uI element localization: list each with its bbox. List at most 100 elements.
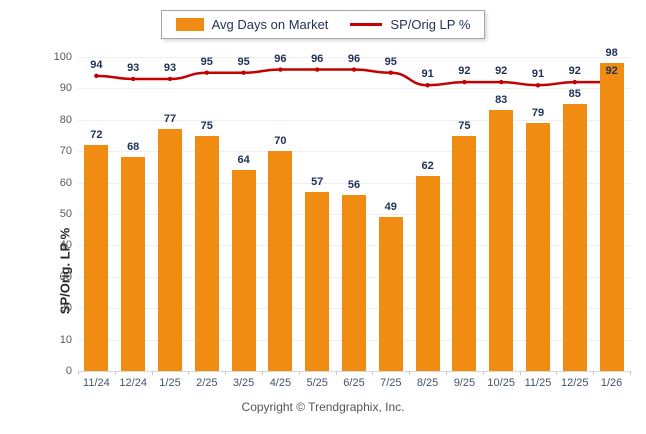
x-axis-tick-mark (78, 371, 79, 375)
y-axis-tick-label: 0 (65, 365, 72, 377)
line-value-label: 96 (274, 52, 287, 65)
x-axis-category-label: 12/24 (119, 377, 147, 389)
x-axis-tick-mark (482, 371, 484, 375)
bar-value-label: 75 (200, 119, 213, 132)
bar (452, 135, 477, 371)
x-axis-tick-mark (114, 371, 116, 375)
bar-value-label: 77 (163, 113, 177, 126)
bar (562, 104, 587, 371)
line-value-label: 92 (568, 65, 581, 78)
line-point (499, 79, 504, 85)
x-axis-tick-mark (630, 371, 631, 375)
line-value-label: 91 (531, 68, 545, 81)
line-value-label: 92 (605, 65, 618, 78)
gridline (78, 57, 630, 58)
x-axis-category-label: 6/25 (343, 377, 365, 389)
x-axis-category-label: 10/25 (487, 377, 515, 389)
line-point (462, 79, 467, 85)
chart-legend: Avg Days on Market SP/Orig LP % (160, 10, 486, 39)
x-axis-tick-mark (298, 371, 300, 375)
x-axis-tick-mark (556, 371, 558, 375)
y-axis-tick-label: 80 (59, 113, 72, 126)
bar (599, 63, 624, 371)
line-value-label: 92 (458, 65, 471, 78)
bar (231, 170, 256, 371)
bar (415, 176, 440, 371)
bar-value-label: 85 (568, 88, 581, 101)
line-point (278, 67, 283, 72)
gridline (78, 151, 630, 153)
x-axis-category-label: 1/25 (159, 377, 181, 389)
line-value-label: 95 (384, 55, 397, 68)
x-axis-category-label: 1/26 (600, 377, 623, 389)
bar-value-label: 79 (531, 106, 545, 119)
bar (489, 110, 514, 371)
line-point (94, 73, 99, 79)
x-axis-tick-mark (372, 371, 374, 375)
x-axis-category-label: 5/25 (306, 377, 328, 389)
y-axis-tick-label: 40 (59, 239, 72, 252)
line-point (204, 70, 209, 75)
line-value-label: 93 (127, 61, 140, 74)
line-value-label: 94 (90, 58, 103, 71)
y-axis-tick-label: 100 (53, 51, 72, 63)
bar (378, 217, 403, 371)
gridline (78, 88, 630, 90)
bar-value-label: 72 (90, 128, 103, 141)
line-value-label: 93 (163, 61, 177, 74)
line-value-label: 96 (311, 52, 324, 65)
x-axis-tick-mark (519, 371, 521, 375)
line-value-label: 91 (421, 68, 434, 81)
y-axis-tick-label: 10 (59, 333, 72, 346)
x-axis-tick-mark (446, 371, 447, 375)
x-axis-category-label: 4/25 (269, 377, 292, 389)
bar-value-label: 98 (605, 47, 618, 60)
y-axis-tick-label: 50 (59, 208, 72, 220)
x-axis-category-label: 11/24 (83, 377, 110, 389)
x-axis-category-label: 7/25 (380, 377, 402, 389)
line-point (572, 79, 577, 85)
bar (121, 157, 146, 371)
x-axis-tick-mark (409, 371, 411, 375)
x-axis-category-label: 8/25 (416, 377, 439, 389)
plot-area: SP/Orig. LP % 0 10 20 30 40 50 60 70 80 90 100 72 68… (54, 47, 631, 389)
gridline (78, 182, 630, 184)
bar-value-label: 62 (421, 160, 434, 173)
x-axis-tick-mark (188, 371, 190, 375)
bar (526, 122, 550, 371)
line-point (425, 83, 430, 88)
bar-series-swatch (175, 18, 204, 31)
line-point (315, 67, 320, 72)
line-point (131, 76, 136, 82)
x-axis-category-label: 12/25 (561, 377, 589, 389)
bar-value-label: 56 (347, 179, 361, 192)
line-point (241, 70, 246, 75)
bar (342, 195, 366, 371)
bar (268, 151, 293, 371)
line-point (535, 83, 541, 88)
line-value-label: 96 (347, 52, 361, 65)
gridline (78, 119, 630, 121)
y-axis-tick-label: 90 (59, 82, 72, 95)
x-axis-tick-mark (593, 371, 595, 375)
bar (194, 135, 219, 371)
bar-series-label: Avg Days on Market (211, 17, 329, 32)
x-axis-category-label: 3/25 (232, 377, 255, 389)
x-axis-category-label: 9/25 (453, 377, 476, 389)
line-point (351, 67, 357, 72)
bar-value-label: 57 (311, 176, 324, 189)
line-series-swatch (350, 23, 383, 26)
bar-value-label: 64 (237, 154, 250, 167)
x-axis-tick-mark (225, 371, 227, 375)
bar-value-label: 75 (458, 119, 471, 132)
bar-value-label: 68 (127, 141, 140, 154)
y-axis-tick-label: 20 (59, 302, 72, 315)
y-axis-tick-label: 70 (59, 145, 72, 158)
y-axis-tick-label: 60 (59, 176, 72, 189)
line-value-label: 92 (495, 65, 508, 78)
line-point (167, 76, 173, 82)
line-series-label: SP/Orig LP % (390, 17, 471, 32)
x-axis-tick-mark (262, 371, 263, 375)
copyright-text: Copyright © Trendgraphix, Inc. (241, 400, 405, 414)
y-axis-tick-label: 30 (59, 270, 72, 283)
